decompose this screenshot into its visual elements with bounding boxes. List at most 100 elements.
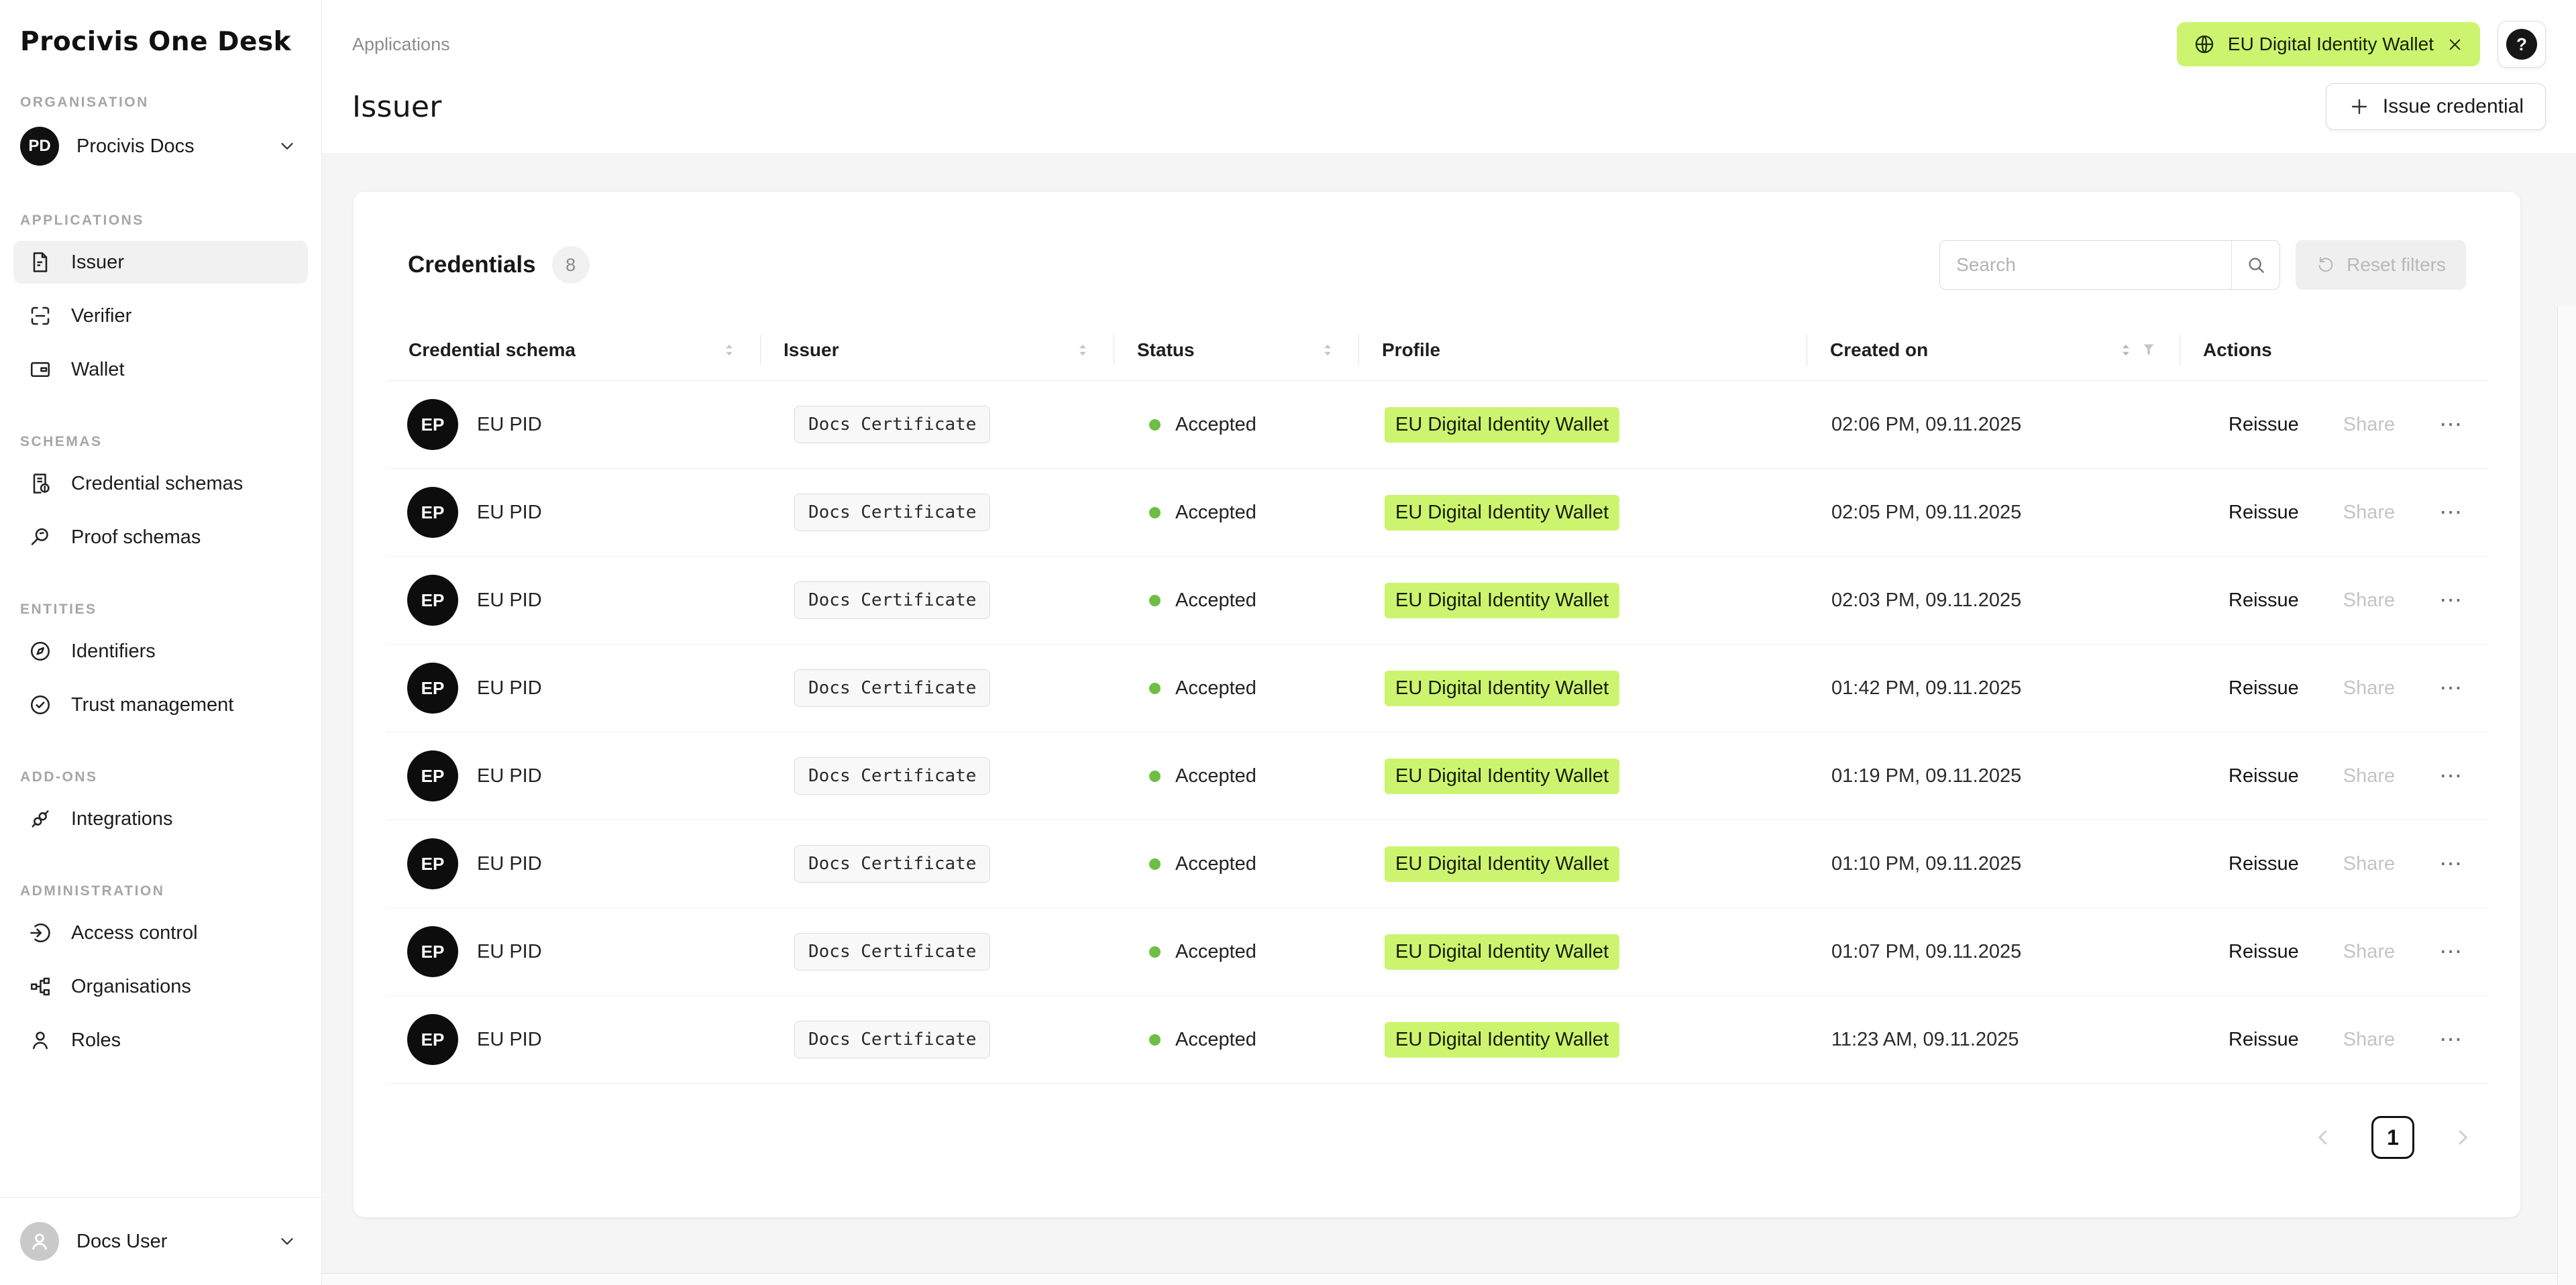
issuer-tag: Docs Certificate <box>794 669 991 707</box>
more-actions-icon[interactable]: ⋯ <box>2439 412 2464 437</box>
table-row: EP EU PID Docs Certificate Accepted <box>386 469 2488 557</box>
reissue-action[interactable]: Reissue <box>2229 852 2299 875</box>
content-area: Credentials 8 <box>322 153 2576 1285</box>
table-row: EP EU PID Docs Certificate Accepted <box>386 996 2488 1084</box>
more-actions-icon[interactable]: ⋯ <box>2439 1027 2464 1052</box>
reset-filters-button[interactable]: Reset filters <box>2296 240 2466 290</box>
sidebar-item-integrations[interactable]: Integrations <box>13 797 308 840</box>
share-action[interactable]: Share <box>2343 677 2396 699</box>
check-circle-icon <box>28 693 52 717</box>
person-icon <box>28 1028 52 1052</box>
topbar: Applications EU Digital Identity Wallet … <box>322 0 2576 153</box>
breadcrumb[interactable]: Applications <box>352 34 450 54</box>
sidebar-item-proof-schemas[interactable]: Proof schemas <box>13 516 308 559</box>
credential-avatar: EP <box>407 663 458 714</box>
reset-icon <box>2316 255 2336 275</box>
reissue-action[interactable]: Reissue <box>2229 501 2299 523</box>
sort-icon <box>2117 341 2135 359</box>
share-action[interactable]: Share <box>2343 765 2396 787</box>
sidebar-item-label: Access control <box>71 921 198 944</box>
sidebar-item-organisations[interactable]: Organisations <box>13 965 308 1008</box>
compass-icon <box>28 639 52 663</box>
search-icon[interactable] <box>2231 241 2279 289</box>
more-actions-icon[interactable]: ⋯ <box>2439 851 2464 877</box>
column-label: Credential schema <box>409 339 576 360</box>
table-row: EP EU PID Docs Certificate Accepted <box>386 557 2488 645</box>
share-action[interactable]: Share <box>2343 589 2396 611</box>
sidebar-item-access-control[interactable]: Access control <box>13 911 308 954</box>
share-action[interactable]: Share <box>2343 501 2396 523</box>
page-number[interactable]: 1 <box>2371 1116 2414 1159</box>
credential-avatar: EP <box>407 487 458 538</box>
table-row: EP EU PID Docs Certificate Accepted <box>386 908 2488 996</box>
more-actions-icon[interactable]: ⋯ <box>2439 675 2464 701</box>
table-body: EP EU PID Docs Certificate Accepted <box>386 381 2488 1084</box>
sidebar-item-label: Issuer <box>71 251 124 273</box>
table-row: EP EU PID Docs Certificate Accepted <box>386 381 2488 469</box>
next-page-icon[interactable] <box>2451 1125 2475 1150</box>
column-header-credential-schema[interactable]: Credential schema <box>386 319 761 380</box>
org-chart-icon <box>28 974 52 999</box>
table-header: Credential schema Issuer S <box>386 319 2488 381</box>
reissue-action[interactable]: Reissue <box>2229 677 2299 699</box>
sidebar-item-credential-schemas[interactable]: Credential schemas <box>13 462 308 505</box>
reissue-action[interactable]: Reissue <box>2229 413 2299 435</box>
credential-avatar: EP <box>407 1014 458 1065</box>
column-label: Created on <box>1830 339 1929 360</box>
reissue-action[interactable]: Reissue <box>2229 1028 2299 1050</box>
created-on: 01:10 PM, 09.11.2025 <box>1831 852 2022 875</box>
sidebar-item-identifiers[interactable]: Identifiers <box>13 630 308 673</box>
question-mark-icon: ? <box>2506 29 2537 60</box>
reissue-action[interactable]: Reissue <box>2229 765 2299 787</box>
column-header-status[interactable]: Status <box>1114 319 1359 380</box>
profile-badge: EU Digital Identity Wallet <box>1385 758 1620 794</box>
sidebar-item-trust-management[interactable]: Trust management <box>13 683 308 726</box>
close-icon[interactable] <box>2446 36 2464 54</box>
filter-icon[interactable] <box>2140 341 2157 359</box>
profile-badge: EU Digital Identity Wallet <box>1385 494 1620 530</box>
organisation-selector[interactable]: PD Procivis Docs <box>0 117 321 175</box>
profile-filter-chip[interactable]: EU Digital Identity Wallet <box>2176 22 2480 66</box>
credential-avatar: EP <box>407 399 458 450</box>
sidebar-item-verifier[interactable]: Verifier <box>13 294 308 337</box>
app-logo: Procivis One Desk <box>20 27 292 57</box>
user-avatar-icon <box>20 1222 59 1261</box>
sidebar-item-issuer[interactable]: Issuer <box>13 241 308 284</box>
help-button[interactable]: ? <box>2498 21 2546 68</box>
more-actions-icon[interactable]: ⋯ <box>2439 763 2464 789</box>
column-header-actions: Actions <box>2180 319 2488 380</box>
share-action[interactable]: Share <box>2343 1028 2396 1050</box>
column-label: Actions <box>2203 339 2272 360</box>
share-action[interactable]: Share <box>2343 940 2396 962</box>
sidebar-item-wallet[interactable]: Wallet <box>13 348 308 391</box>
credential-schema-name: EU PID <box>477 940 542 962</box>
more-actions-icon[interactable]: ⋯ <box>2439 500 2464 525</box>
column-header-created-on[interactable]: Created on <box>1807 319 2180 380</box>
issue-credential-button[interactable]: Issue credential <box>2325 83 2546 130</box>
main-area: Applications EU Digital Identity Wallet … <box>322 0 2576 1285</box>
more-actions-icon[interactable]: ⋯ <box>2439 588 2464 613</box>
column-header-issuer[interactable]: Issuer <box>761 319 1114 380</box>
sidebar-item-roles[interactable]: Roles <box>13 1019 308 1062</box>
created-on: 01:42 PM, 09.11.2025 <box>1831 677 2022 699</box>
credential-schema-name: EU PID <box>477 501 542 523</box>
user-menu[interactable]: Docs User <box>0 1213 321 1270</box>
reissue-action[interactable]: Reissue <box>2229 940 2299 962</box>
issuer-tag: Docs Certificate <box>794 933 991 970</box>
status-dot <box>1149 682 1161 694</box>
reissue-action[interactable]: Reissue <box>2229 589 2299 611</box>
search-input[interactable] <box>1940 241 2232 289</box>
pagination: 1 <box>386 1084 2488 1159</box>
share-action[interactable]: Share <box>2343 413 2396 435</box>
sidebar-item-label: Proof schemas <box>71 526 201 548</box>
issuer-tag: Docs Certificate <box>794 845 991 883</box>
credential-avatar: EP <box>407 838 458 889</box>
sidebar-item-label: Wallet <box>71 358 125 380</box>
status-label: Accepted <box>1175 940 1256 962</box>
more-actions-icon[interactable]: ⋯ <box>2439 939 2464 964</box>
share-action[interactable]: Share <box>2343 852 2396 875</box>
scrollbar[interactable] <box>2557 306 2576 1285</box>
previous-page-icon[interactable] <box>2311 1125 2335 1150</box>
table-row: EP EU PID Docs Certificate Accepted <box>386 645 2488 732</box>
issue-credential-label: Issue credential <box>2382 95 2524 117</box>
